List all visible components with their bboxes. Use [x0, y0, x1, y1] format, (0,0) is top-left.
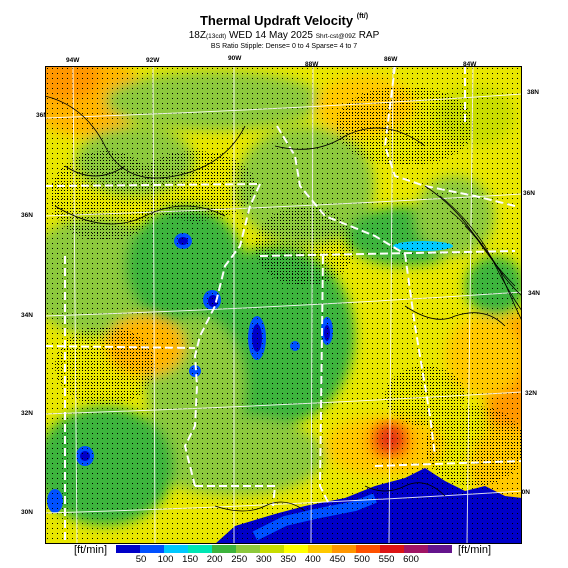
- lat-label-left-36n-top: 36N: [36, 112, 48, 119]
- colorbar-tick-label: 500: [354, 554, 370, 565]
- colorbar-tick-label: 400: [304, 554, 321, 565]
- state-borders: [45, 66, 522, 544]
- lon-label-90w: 90W: [228, 55, 242, 62]
- colorbar-swatch: [356, 545, 381, 553]
- map-title: Thermal Updraft Velocity (ft/): [0, 13, 568, 28]
- colorbar-tick-label: 350: [280, 554, 297, 565]
- colorbar-tick-label: 250: [231, 554, 248, 565]
- lat-label-left-30n: 30N: [21, 509, 33, 516]
- colorbar-tick-label: 550: [378, 554, 395, 565]
- colorbar-swatch: [140, 545, 165, 553]
- colorbar-tick-label: 100: [157, 554, 174, 565]
- colorbar-swatch: [404, 545, 429, 553]
- colorbar-tick-label: 200: [206, 554, 223, 565]
- colorbar-swatch: [212, 545, 237, 553]
- colorbar-tick-label: 600: [403, 554, 419, 565]
- map-subtitle: 18Z(13cdt) WED 14 May 2025 Shrt-cst@09Z …: [0, 30, 568, 41]
- colorbar-swatch: [236, 545, 261, 553]
- colorbar-swatch: [308, 545, 333, 553]
- lat-label-right-34n: 34N: [528, 290, 540, 297]
- title-unit: (ft/): [356, 13, 369, 20]
- colorbar-tick-label: 300: [255, 554, 272, 565]
- updraft-map: [45, 66, 522, 544]
- lat-label-left-36n: 36N: [21, 212, 33, 219]
- lat-label-right-38n: 38N: [527, 89, 539, 96]
- lat-label-right-32n: 32N: [525, 390, 537, 397]
- lat-label-left-32n: 32N: [21, 410, 33, 417]
- subtitle-hour: 18Z: [188, 30, 206, 41]
- title-text: Thermal Updraft Velocity: [199, 13, 354, 28]
- colorbar-swatch: [332, 545, 357, 553]
- subtitle-date: WED 14 May 2025: [228, 30, 313, 41]
- colorbar-unit-left: [ft/min]: [74, 544, 108, 556]
- subtitle-local: (13cdt): [205, 33, 227, 40]
- colorbar-swatch: [164, 545, 189, 553]
- colorbar-swatch: [380, 545, 405, 553]
- map-frame: [45, 66, 522, 544]
- lat-label-left-34n: 34N: [21, 312, 33, 319]
- colorbar-swatch: [188, 545, 213, 553]
- colorbar: [116, 545, 452, 553]
- lon-label-94w: 94W: [66, 57, 80, 64]
- stipple-note: BS Ratio Stipple: Dense= 0 to 4 Sparse= …: [210, 43, 358, 50]
- colorbar-tick-label: 50: [135, 554, 147, 565]
- colorbar-swatch: [116, 545, 141, 553]
- colorbar-swatch: [428, 545, 452, 553]
- colorbar-tick-label: 150: [182, 554, 199, 565]
- lat-label-right-30n: 30N: [518, 489, 530, 496]
- subtitle-model: RAP: [358, 30, 380, 41]
- lon-label-92w: 92W: [146, 57, 160, 64]
- colorbar-swatch: [260, 545, 285, 553]
- colorbar-unit-right: [ft/min]: [458, 544, 492, 556]
- graticule: [45, 66, 522, 544]
- subtitle-run: Shrt-cst@09Z: [315, 33, 356, 40]
- lat-label-right-36n: 36N: [523, 190, 535, 197]
- colorbar-tick-label: 450: [329, 554, 346, 565]
- lon-label-88w: 88W: [305, 61, 319, 68]
- colorbar-swatch: [284, 545, 309, 553]
- terrain-contours: [45, 95, 522, 512]
- lon-label-86w: 86W: [384, 56, 398, 63]
- lon-label-84w: 84W: [463, 61, 477, 68]
